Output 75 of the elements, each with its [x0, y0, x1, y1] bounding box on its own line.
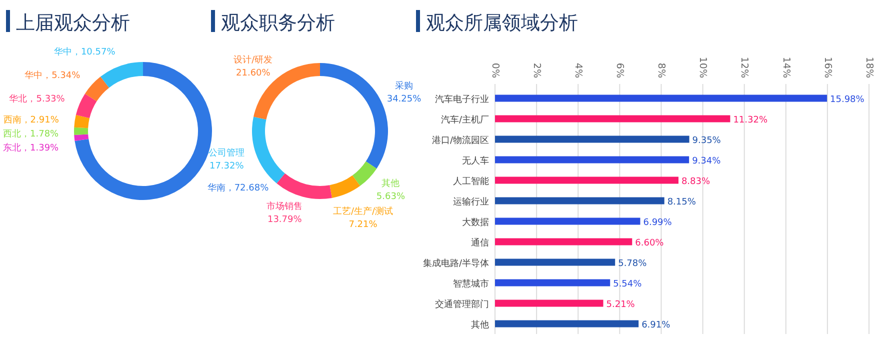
slice-label: 西南	[3, 114, 22, 126]
data-label: 5.21%	[606, 300, 636, 310]
data-label: 11.32%	[733, 115, 768, 126]
data-label: ，5.34%	[42, 70, 81, 81]
slice-label: 其他	[382, 178, 400, 190]
slice-label: 华中	[54, 46, 72, 58]
data-label: 5.54%	[613, 279, 642, 290]
x-tick-label: 8%	[656, 62, 667, 78]
data-label: 17.32%	[209, 162, 244, 172]
data-label: ，1.39%	[21, 144, 60, 154]
data-label: 6.60%	[635, 238, 664, 248]
y-tick-label: 通信	[471, 237, 489, 248]
data-label: 15.98%	[830, 94, 865, 105]
data-label: ，72.68%	[225, 184, 270, 194]
y-tick-label: 其他	[471, 319, 489, 330]
bar	[495, 156, 690, 164]
bar	[495, 238, 632, 246]
y-tick-label: 集成电路/半导体	[422, 258, 489, 269]
data-label: 8.15%	[667, 197, 696, 208]
x-tick-label: 18%	[863, 56, 874, 78]
slice-label: 华南	[207, 182, 226, 194]
data-label: 21.60%	[236, 68, 271, 79]
x-tick-label: 4%	[572, 62, 584, 78]
data-label: 7.21%	[348, 220, 378, 230]
data-label: 5.78%	[618, 258, 648, 269]
bar	[495, 176, 678, 184]
y-tick-label: 港口/物流园区	[432, 134, 489, 146]
y-tick-label: 交通管理部门	[435, 298, 489, 310]
x-tick-label: 12%	[738, 56, 750, 78]
slice-label: 公司管理	[208, 148, 245, 159]
x-tick-label: 10%	[697, 56, 708, 78]
slice-label: 华北	[9, 94, 28, 105]
slice-label: 东北	[3, 142, 21, 154]
slice-label: 设计/研发	[234, 54, 273, 66]
data-label: 6.99%	[643, 218, 672, 228]
chart-title: 观众职务分析	[221, 12, 335, 34]
bar	[495, 136, 690, 143]
x-tick-label: 6%	[614, 62, 626, 78]
slice-label: 工艺/生产/测试	[332, 206, 394, 218]
chart-title: 观众所属领域分析	[426, 12, 578, 34]
bar	[495, 320, 639, 328]
x-tick-label: 2%	[530, 62, 542, 78]
data-label: 8.83%	[681, 176, 711, 187]
slice-label: 市场销售	[266, 201, 303, 212]
y-tick-label: 大数据	[462, 216, 489, 228]
x-tick-label: 14%	[780, 56, 792, 78]
bar	[495, 258, 616, 266]
chart-title: 上届观众分析	[16, 12, 130, 34]
y-tick-label: 无人车	[462, 155, 489, 166]
x-tick-label: 0%	[489, 62, 500, 78]
x-tick-label: 16%	[822, 56, 833, 78]
data-label: ，2.91%	[21, 116, 60, 126]
bar	[495, 218, 640, 225]
y-tick-label: 运输行业	[453, 196, 489, 208]
data-label: 9.34%	[692, 156, 722, 166]
bar	[495, 94, 828, 102]
bar	[495, 197, 664, 204]
data-label: ，1.78%	[21, 130, 60, 140]
y-tick-label: 汽车电子行业	[435, 94, 489, 105]
data-label: 6.91%	[642, 320, 671, 330]
data-label: 13.79%	[267, 215, 302, 226]
data-label: 9.35%	[692, 136, 722, 146]
y-tick-label: 人工智能	[453, 176, 489, 187]
y-tick-label: 汽车/主机厂	[440, 114, 489, 126]
data-label: 5.63%	[376, 192, 406, 202]
slice-label: 华中	[24, 70, 43, 81]
y-tick-label: 智慧城市	[453, 278, 489, 290]
bar	[495, 300, 604, 307]
bar	[495, 115, 730, 122]
data-label: 34.25%	[386, 94, 422, 104]
data-label: ，10.57%	[72, 48, 116, 58]
data-label: ，5.33%	[27, 94, 66, 105]
bar	[495, 279, 610, 286]
slice-label: 采购	[395, 80, 414, 92]
slice-label: 西北	[3, 128, 21, 140]
